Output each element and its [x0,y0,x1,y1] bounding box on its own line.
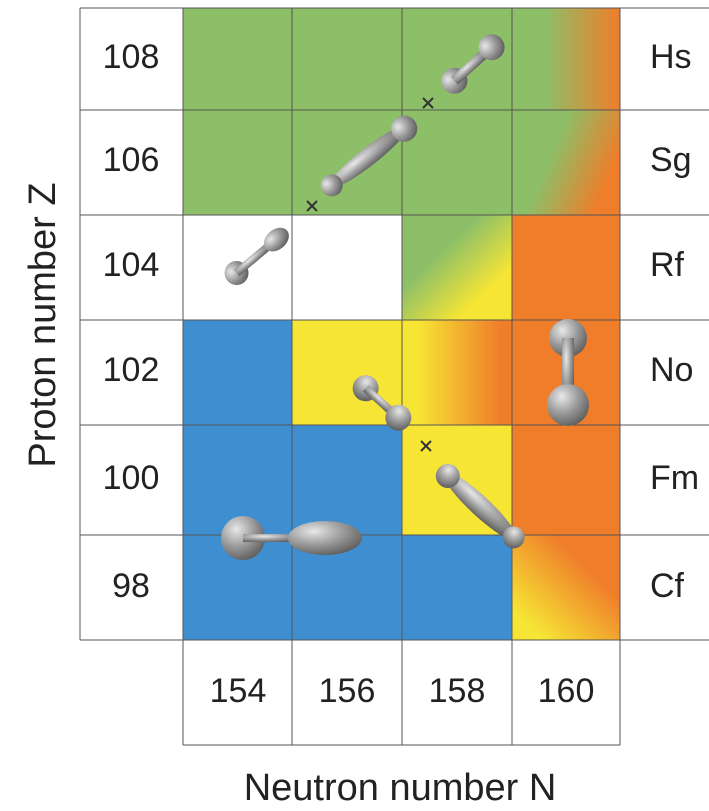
page: {"y_axis_label": "Proton number Z", "x_a… [0,0,709,811]
proton-number: 100 [103,459,160,497]
proton-number: 106 [103,141,160,179]
nuclide-diagram: Proton number Z Neutron number N 108 Hs 10… [0,0,709,811]
y-axis-label: Proton number Z [22,182,64,467]
element-symbol: Fm [650,459,699,497]
element-symbol: Sg [650,141,692,179]
neutron-number: 156 [319,672,376,710]
element-symbol: Cf [650,567,685,605]
proton-number: 102 [103,351,160,389]
proton-number: 108 [103,38,160,76]
element-symbol: No [650,351,693,389]
neutron-number: 160 [538,672,595,710]
element-symbol: Rf [650,246,685,284]
proton-number: 98 [112,567,150,605]
element-symbol: Hs [650,38,692,76]
proton-number: 104 [103,246,160,284]
neutron-number: 154 [210,672,267,710]
neutron-number: 158 [429,672,486,710]
x-axis-label: Neutron number N [244,767,557,809]
